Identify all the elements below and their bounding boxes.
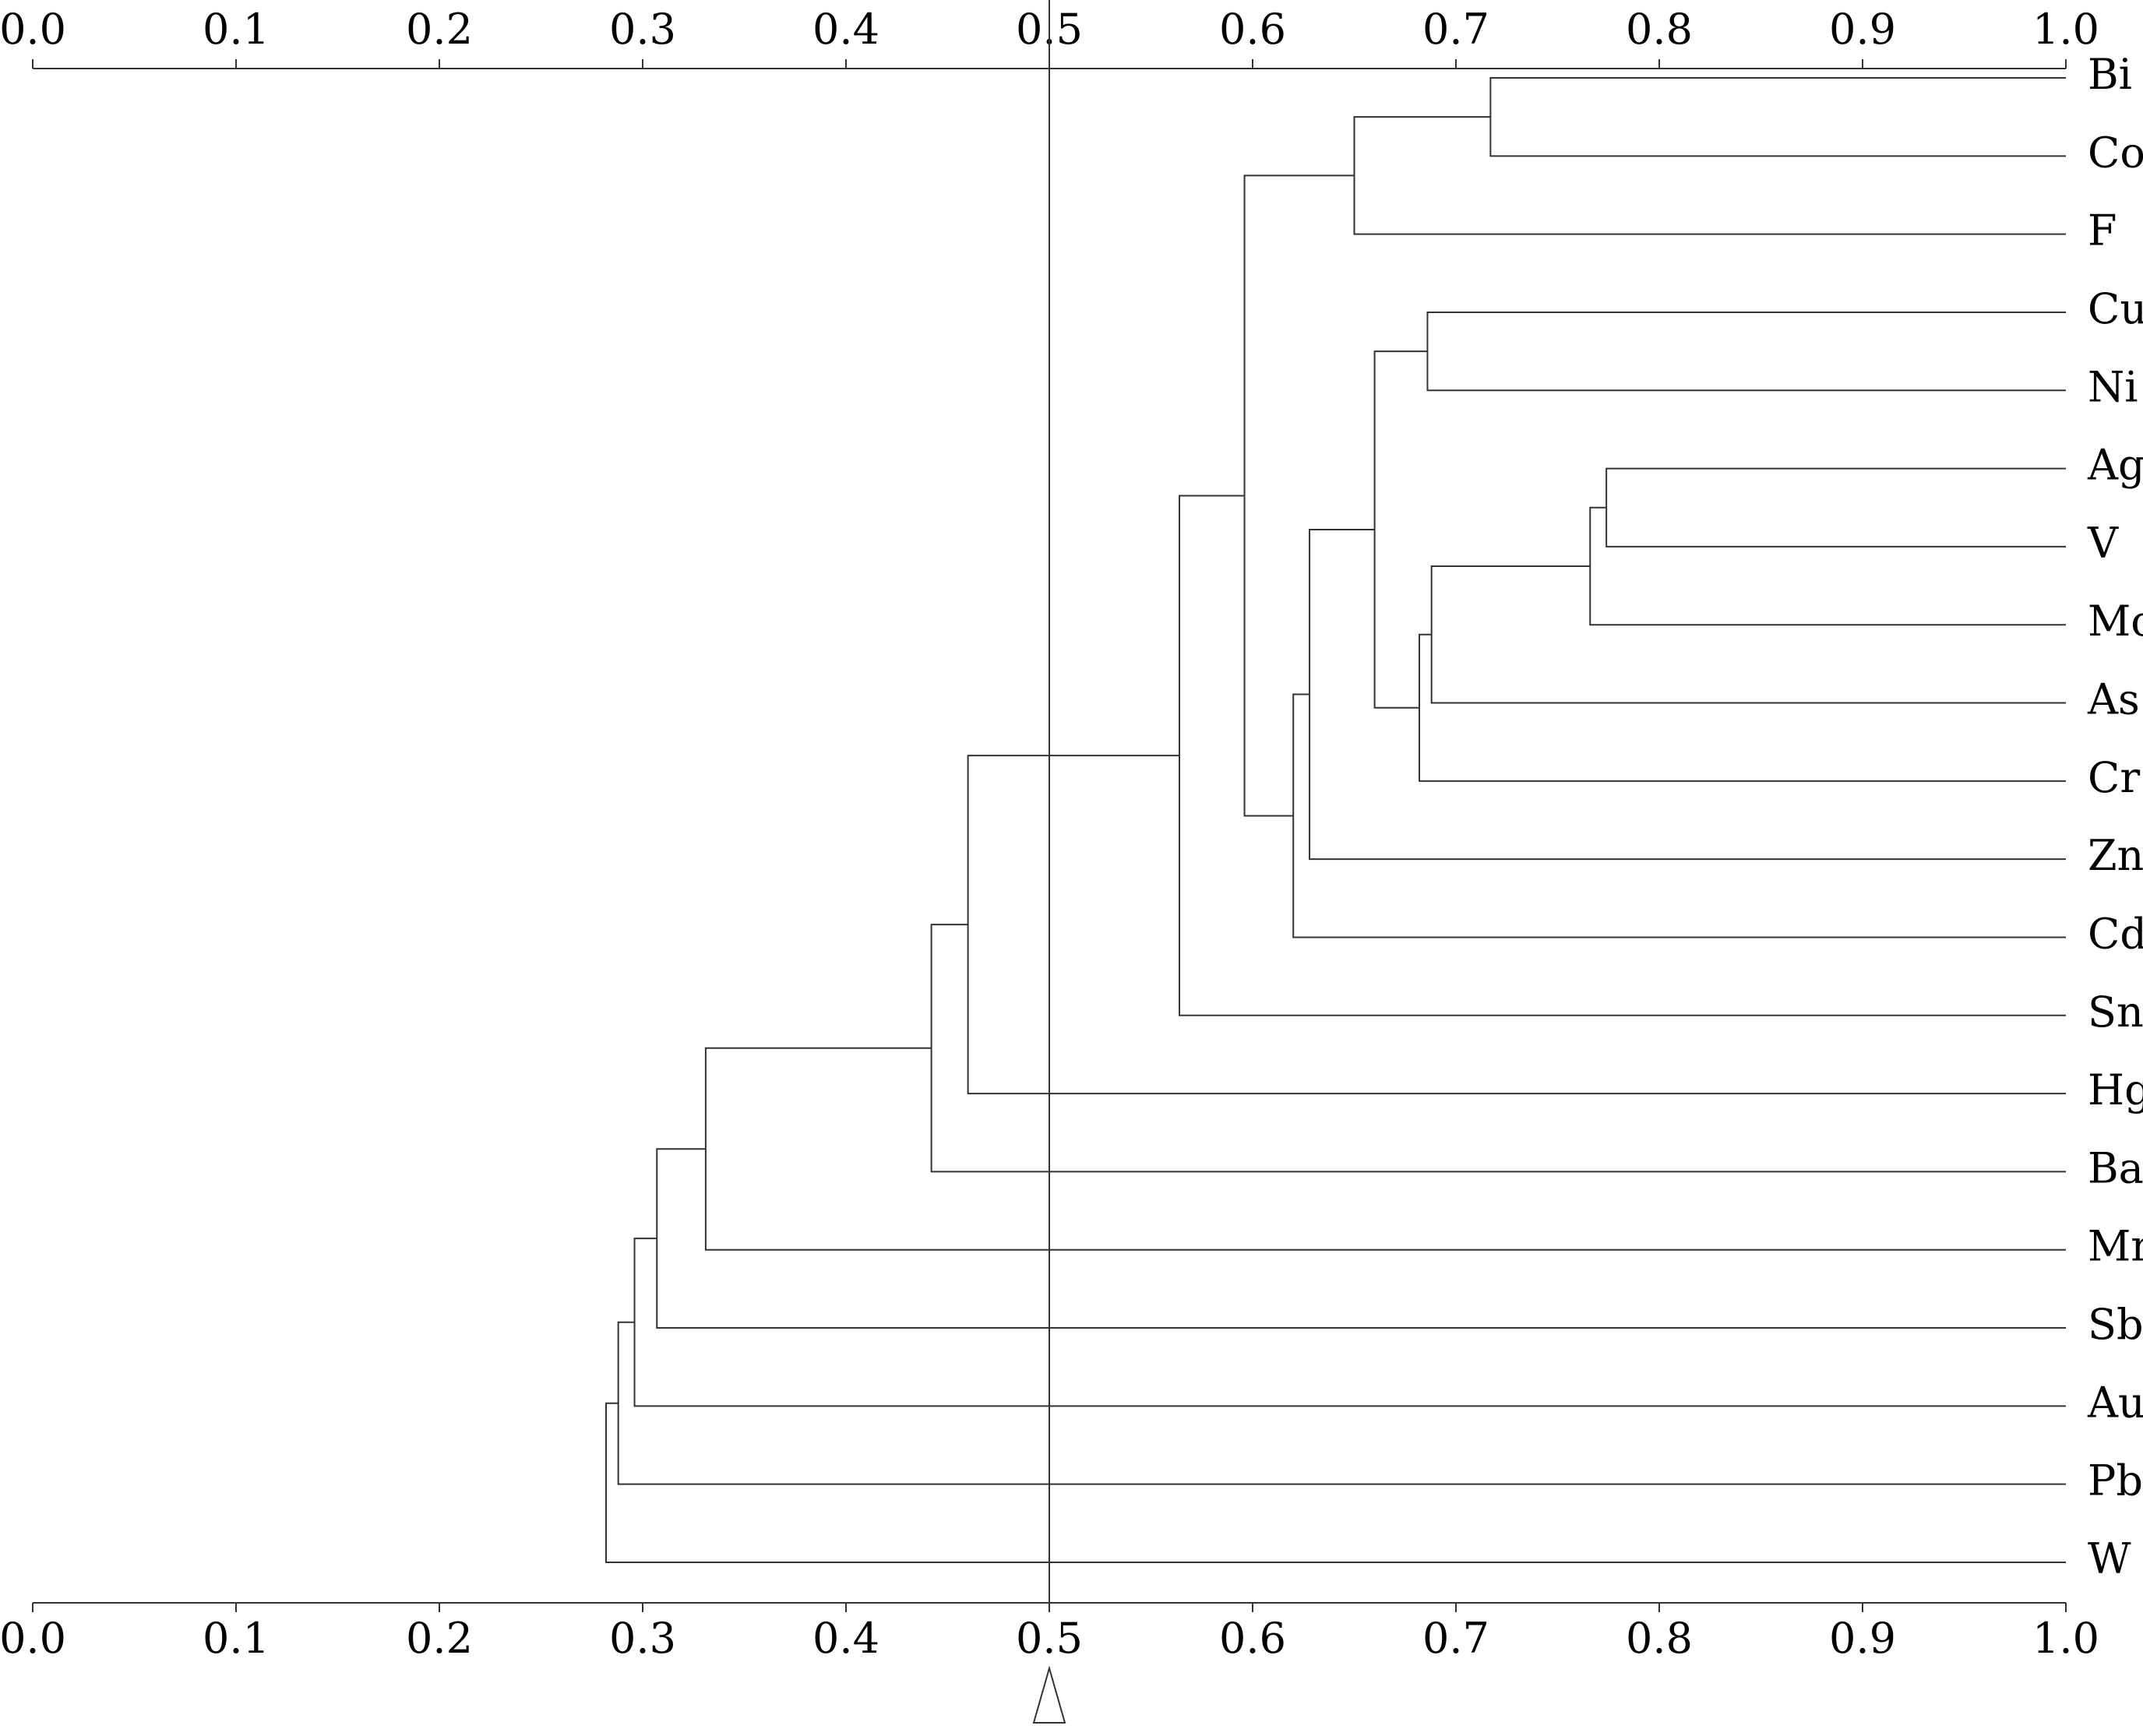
- x-tick-label: 0.8: [1626, 1614, 1693, 1663]
- cluster-link: [656, 1148, 2066, 1329]
- x-tick-label: 0.0: [0, 1614, 66, 1663]
- x-tick-label: 0.5: [1016, 1614, 1083, 1663]
- leaf-label: Mn: [2088, 1222, 2143, 1271]
- x-tick-label: 0.8: [1626, 5, 1693, 54]
- cluster-link: [1605, 467, 2066, 548]
- cluster-link: [1589, 506, 2066, 626]
- leaf-label: Sb: [2088, 1300, 2143, 1349]
- x-tick-label: 0.3: [609, 5, 676, 54]
- cluster-link: [1309, 528, 2066, 861]
- leaf-label: Zn: [2088, 831, 2143, 880]
- cluster-link: [617, 1321, 2066, 1485]
- cluster-link: [1243, 174, 1355, 817]
- x-tick-label: 0.4: [812, 1614, 879, 1663]
- x-tick-label: 1.0: [2032, 5, 2099, 54]
- leaf-label: W: [2088, 1534, 2131, 1583]
- x-tick-label: 0.7: [1422, 1614, 1489, 1663]
- x-tick-label: 0.1: [203, 1614, 270, 1663]
- leaf-label: Cu: [2088, 284, 2143, 333]
- x-tick-label: 0.9: [1829, 5, 1896, 54]
- x-tick-label: 0.6: [1219, 1614, 1286, 1663]
- cluster-link: [1353, 116, 2066, 235]
- leaf-label: Pb: [2088, 1456, 2143, 1505]
- x-tick-label: 0.2: [406, 5, 473, 54]
- x-tick-label: 0.9: [1829, 1614, 1896, 1663]
- cluster-link: [1419, 633, 2066, 782]
- leaf-label: Co: [2088, 128, 2143, 177]
- leaf-label: Cd: [2088, 909, 2143, 958]
- leaf-label: As: [2087, 675, 2140, 724]
- x-tick-label: 0.0: [0, 5, 66, 54]
- cluster-link: [1489, 77, 2066, 157]
- x-tick-label: 0.1: [203, 5, 270, 54]
- cluster-link: [1430, 565, 2066, 704]
- leaf-label: Mo: [2088, 597, 2143, 646]
- cluster-link: [1426, 311, 2066, 392]
- leaf-label: Cr: [2088, 753, 2140, 802]
- leaf-label: Au: [2087, 1378, 2143, 1427]
- cluster-link: [704, 1047, 2066, 1251]
- leaf-label: Hg: [2088, 1065, 2143, 1114]
- leaf-label: Ag: [2087, 441, 2143, 490]
- x-tick-label: 0.2: [406, 1614, 473, 1663]
- cluster-link: [930, 924, 2066, 1173]
- cluster-link: [605, 1402, 2066, 1563]
- leaf-label: F: [2088, 206, 2117, 255]
- leaf-label: Ba: [2088, 1143, 2143, 1192]
- leaf-label: Ni: [2088, 362, 2138, 411]
- x-tick-label: 0.7: [1422, 5, 1489, 54]
- x-tick-label: 0.3: [609, 1614, 676, 1663]
- cluster-link: [967, 755, 2066, 1095]
- leaf-label: V: [2087, 519, 2119, 568]
- cluster-link: [633, 1238, 2066, 1407]
- threshold-marker: [1032, 1665, 1066, 1724]
- x-tick-label: 1.0: [2032, 1614, 2099, 1663]
- leaf-label: Bi: [2088, 50, 2132, 99]
- x-tick-label: 0.6: [1219, 5, 1286, 54]
- leaf-label: Sn: [2088, 988, 2143, 1037]
- cluster-link: [1292, 693, 2066, 938]
- x-tick-label: 0.4: [812, 5, 879, 54]
